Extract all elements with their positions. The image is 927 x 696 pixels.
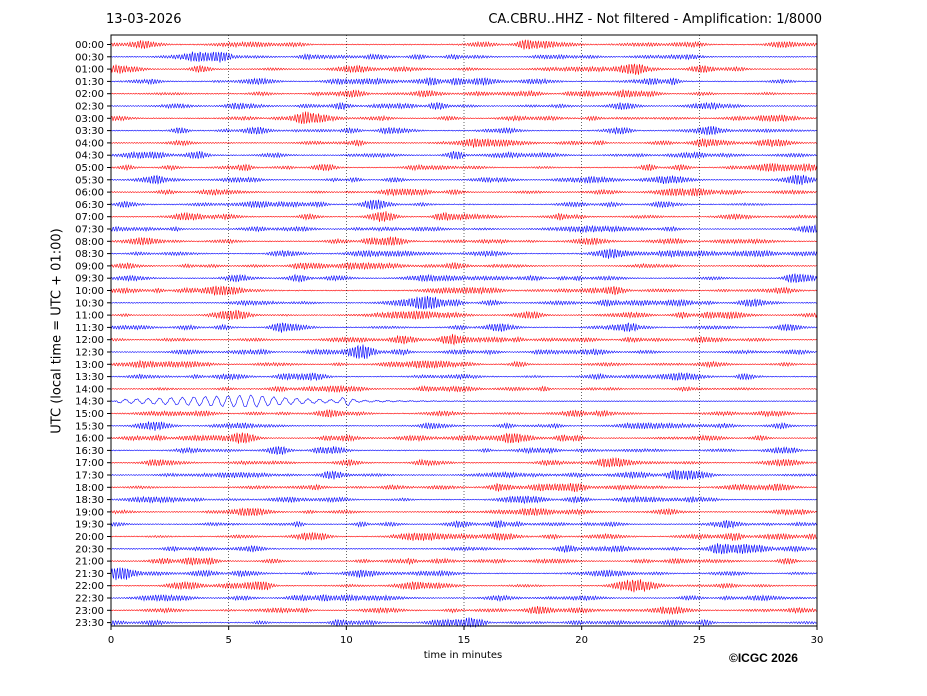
y-tick-label: 09:00 [75,261,104,272]
trace-row-0000 [110,39,818,50]
y-tick-label: 02:00 [75,89,104,100]
y-tick-label: 18:30 [75,495,104,506]
trace-row-0800 [110,235,818,247]
trace-row-1630 [110,445,818,456]
y-tick-label: 03:00 [75,114,104,125]
trace-row-1330 [110,372,818,382]
y-tick-label: 18:00 [75,483,104,494]
x-tick-label: 15 [458,635,471,646]
y-tick-label: 11:00 [75,311,104,322]
y-tick-label: 21:00 [75,557,104,568]
trace-row-0330 [110,126,818,136]
x-tick-label: 5 [225,635,231,646]
y-tick-label: 10:00 [75,286,104,297]
y-tick-label: 07:30 [75,225,104,236]
vertical-grid [228,35,700,626]
y-tick-label: 16:30 [75,446,104,457]
trace-row-1130 [110,322,818,333]
trace-row-0600 [110,187,818,197]
trace-row-1800 [110,482,818,493]
trace-row-0230 [110,101,818,111]
y-tick-label: 05:00 [75,163,104,174]
y-tick-label: 10:30 [75,298,104,309]
trace-row-1230 [110,344,818,359]
x-axis: 0 5 10 15 20 25 30 [108,626,824,646]
y-tick-label: 17:30 [75,471,104,482]
y-tick-label: 05:30 [75,175,104,186]
y-tick-label: 04:00 [75,138,104,149]
y-tick-label: 22:30 [75,594,104,605]
y-tick-label: 20:30 [75,544,104,555]
y-tick-label: 11:30 [75,323,104,334]
y-tick-label: 03:30 [75,126,104,137]
y-tick-label: 07:00 [75,212,104,223]
y-tick-label: 19:00 [75,507,104,518]
y-tick-label: 19:30 [75,520,104,531]
trace-row-2130 [110,567,818,581]
y-tick-label: 06:00 [75,188,104,199]
trace-row-2200 [110,579,818,593]
y-tick-label: 06:30 [75,200,104,211]
y-tick-label: 22:00 [75,581,104,592]
y-tick-label: 02:30 [75,102,104,113]
y-tick-label: 15:30 [75,421,104,432]
trace-row-0130 [110,76,818,86]
y-tick-label: 00:00 [75,40,104,51]
y-tick-label: 20:00 [75,532,104,543]
trace-row-1730 [110,469,818,481]
x-tick-label: 20 [575,635,588,646]
y-tick-label: 14:30 [75,397,104,408]
trace-row-1700 [110,457,818,468]
y-tick-label: 08:00 [75,237,104,248]
y-tick-label: 12:30 [75,348,104,359]
trace-row-0400 [110,138,818,148]
trace-row-0730 [110,224,818,234]
y-tick-label: 04:30 [75,151,104,162]
x-tick-label: 25 [693,635,706,646]
trace-row-1100 [110,309,818,320]
trace-row-0830 [110,248,818,259]
trace-row-2000 [110,531,818,542]
trace-row-0300 [110,111,818,124]
station-title: CA.CBRU..HHZ - Not filtered - Amplificat… [488,12,822,27]
y-tick-label: 13:00 [75,360,104,371]
y-tick-label: 16:00 [75,434,104,445]
x-axis-label: time in minutes [423,650,503,661]
y-tick-label: 21:30 [75,569,104,580]
y-tick-label: 17:00 [75,458,104,469]
trace-row-2230 [110,593,818,603]
trace-row-1530 [110,421,818,431]
copyright-label: ©ICGC 2026 [729,651,798,665]
y-tick-label: 08:30 [75,249,104,260]
y-tick-label: 23:30 [75,618,104,629]
y-tick-label: 14:00 [75,384,104,395]
x-tick-label: 0 [108,635,114,646]
y-tick-label: 00:30 [75,52,104,63]
y-tick-label: 01:00 [75,65,104,76]
trace-row-2300 [110,605,818,616]
y-tick-label: 13:30 [75,372,104,383]
y-tick-label: 09:30 [75,274,104,285]
date-label: 13-03-2026 [106,12,182,27]
trace-row-0200 [110,89,818,98]
y-tick-label: 12:00 [75,335,104,346]
trace-row-1300 [110,359,818,369]
x-tick-label: 30 [811,635,824,646]
y-tick-label: 01:30 [75,77,104,88]
y-tick-label: 15:00 [75,409,104,420]
y-axis-label: UTC (local time = UTC + 01:00) [49,228,65,434]
trace-row-0630 [110,199,818,210]
y-tick-label: 23:00 [75,606,104,617]
x-tick-label: 10 [340,635,353,646]
